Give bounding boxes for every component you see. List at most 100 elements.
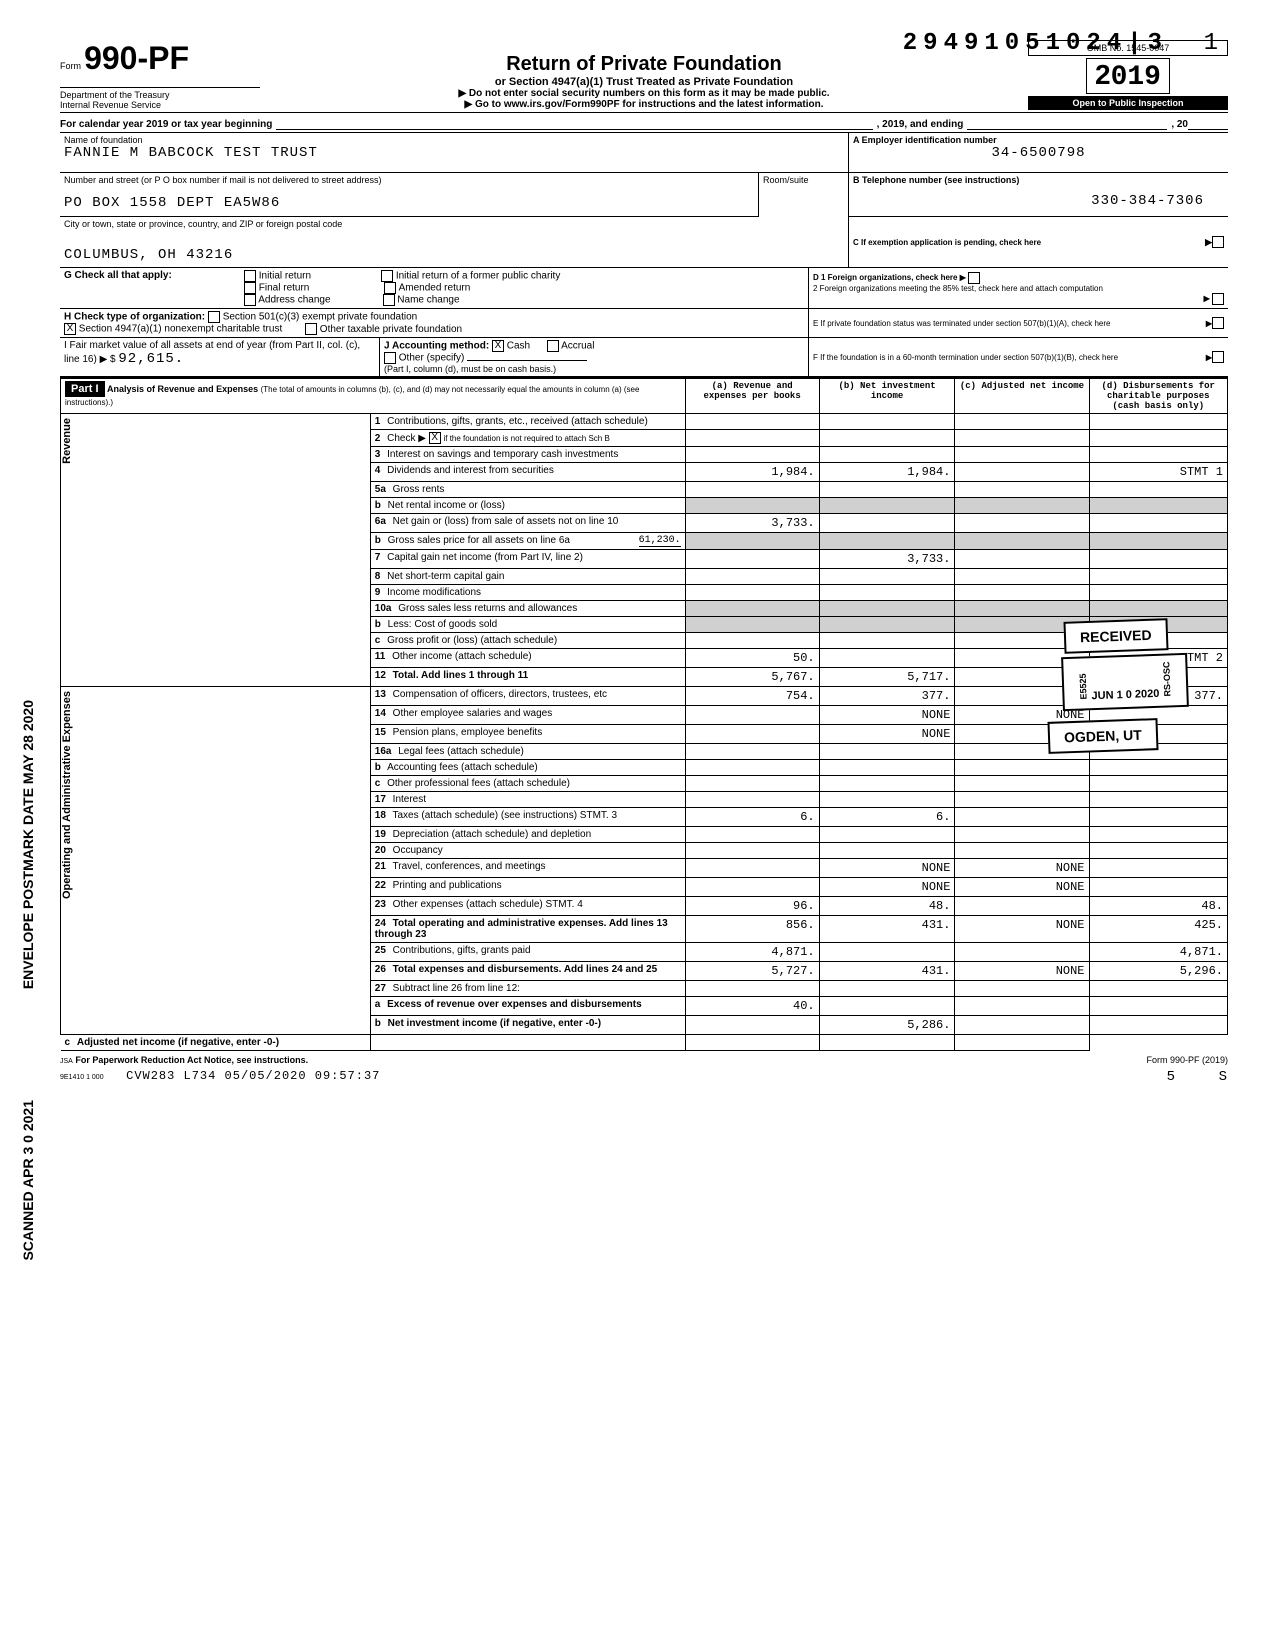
d2-checkbox[interactable] xyxy=(1212,293,1224,305)
room-suite-label: Room/suite xyxy=(763,175,844,185)
box-f-label: F If the foundation is in a 60-month ter… xyxy=(813,353,1206,362)
h-opt-4947: Section 4947(a)(1) nonexempt charitable … xyxy=(79,324,282,335)
j-accrual-label: Accrual xyxy=(561,341,594,352)
year-prefix: 2 xyxy=(1095,59,1111,90)
h-opt-other: Other taxable private foundation xyxy=(320,324,462,335)
exemption-checkbox[interactable] xyxy=(1212,236,1224,248)
g-opt-address: Address change xyxy=(258,295,330,306)
footer-row: JSA For Paperwork Reduction Act Notice, … xyxy=(60,1055,1228,1065)
form-number: 990-PF xyxy=(84,40,189,76)
part-i-header: Part I xyxy=(65,381,105,397)
foundation-name-label: Name of foundation xyxy=(64,135,844,145)
g-initial-checkbox[interactable] xyxy=(244,270,256,282)
year-digits: 019 xyxy=(1111,62,1161,93)
h-opt-501c3: Section 501(c)(3) exempt private foundat… xyxy=(223,312,418,323)
col-d-header: (d) Disbursements for charitable purpose… xyxy=(1089,379,1228,414)
box-d2-label: 2 Foreign organizations meeting the 85% … xyxy=(813,284,1224,293)
cal-year-suffix: , 20 xyxy=(1171,119,1188,130)
col-c-header: (c) Adjusted net income xyxy=(955,379,1089,414)
h-4947-checkbox[interactable]: X xyxy=(64,323,76,335)
footer-code: 9E1410 1 000 xyxy=(60,1074,104,1081)
g-opt-name: Name change xyxy=(397,295,459,306)
i-label: I Fair market value of all assets at end… xyxy=(64,340,360,365)
subtitle: or Section 4947(a)(1) Trust Treated as P… xyxy=(260,76,1028,88)
revenue-side-label: Revenue xyxy=(61,414,73,468)
top-barcode-number: 29491051024|3 xyxy=(903,30,1168,57)
title-box: Return of Private Foundation or Section … xyxy=(260,53,1028,110)
h-other-checkbox[interactable] xyxy=(305,323,317,335)
foundation-address: PO BOX 1558 DEPT EA5W86 xyxy=(64,195,754,211)
g-address-checkbox[interactable] xyxy=(244,294,256,306)
footer-right-2: S xyxy=(1219,1069,1228,1085)
e-checkbox[interactable] xyxy=(1212,317,1224,329)
arrow-icon: ▶ xyxy=(1205,237,1212,248)
g-initial-former-checkbox[interactable] xyxy=(381,270,393,282)
table-row: Operating and Administrative Expenses13 … xyxy=(61,687,1228,706)
footer-right-1: 5 xyxy=(1167,1069,1176,1085)
envelope-postmark-stamp: ENVELOPE POSTMARK DATE MAY 28 2020 xyxy=(20,700,36,989)
rec-code: E5525 xyxy=(1078,673,1089,699)
d1-checkbox[interactable] xyxy=(968,272,980,284)
part-i-title: Analysis of Revenue and Expenses xyxy=(107,384,258,394)
g-opt-amended: Amended return xyxy=(399,283,471,294)
foundation-info-grid: Name of foundation FANNIE M BABCOCK TEST… xyxy=(60,133,1228,268)
box-d1-label: D 1 Foreign organizations, check here xyxy=(813,273,957,282)
cal-year-mid: , 2019, and ending xyxy=(877,119,964,130)
g-label: G Check all that apply: xyxy=(64,270,244,306)
f-checkbox[interactable] xyxy=(1212,351,1224,363)
box-e-label: E If private foundation status was termi… xyxy=(813,319,1206,328)
phone-number: 330-384-7306 xyxy=(853,193,1224,209)
j-accrual-checkbox[interactable] xyxy=(547,340,559,352)
jsa-label: JSA xyxy=(60,1058,73,1065)
instr-ssn: ▶ Do not enter social security numbers o… xyxy=(260,88,1028,99)
j-note: (Part I, column (d), must be on cash bas… xyxy=(384,364,804,374)
cal-year-prefix: For calendar year 2019 or tax year begin… xyxy=(60,119,272,130)
instr-website: ▶ Go to www.irs.gov/Form990PF for instru… xyxy=(260,99,1028,110)
section-g-row: G Check all that apply: Initial return I… xyxy=(60,268,1228,309)
rec-date: JUN 1 0 2020 xyxy=(1091,688,1159,702)
h-label: H Check type of organization: xyxy=(64,312,205,323)
ein: 34-6500798 xyxy=(853,145,1224,161)
ogden-stamp: OGDEN, UT xyxy=(1048,718,1159,754)
tax-year: 2019 xyxy=(1086,58,1170,94)
dept-treasury: Department of the Treasury xyxy=(60,90,260,100)
g-final-checkbox[interactable] xyxy=(244,282,256,294)
col-b-header: (b) Net investment income xyxy=(819,379,955,414)
form-ref-footer: Form 990-PF (2019) xyxy=(1146,1055,1228,1065)
table-row: Revenue1 Contributions, gifts, grants, e… xyxy=(61,414,1228,430)
received-text: RECEIVED xyxy=(1080,627,1152,645)
g-opt-initial-former: Initial return of a former public charit… xyxy=(396,271,561,282)
footer-batch: CVW283 L734 05/05/2020 09:57:37 xyxy=(126,1069,380,1083)
address-label: Number and street (or P O box number if … xyxy=(64,175,754,185)
form-number-box: Form 990-PF Department of the Treasury I… xyxy=(60,40,260,110)
h-501c3-checkbox[interactable] xyxy=(208,311,220,323)
irs-label: Internal Revenue Service xyxy=(60,100,260,110)
footer-row-2: 9E1410 1 000 CVW283 L734 05/05/2020 09:5… xyxy=(60,1069,1228,1085)
col-a-header: (a) Revenue and expenses per books xyxy=(685,379,819,414)
g-name-checkbox[interactable] xyxy=(383,294,395,306)
form-label: Form xyxy=(60,61,81,71)
g-opt-initial: Initial return xyxy=(259,271,311,282)
open-inspection-label: Open to Public Inspection xyxy=(1028,96,1228,110)
box-c-label: C If exemption application is pending, c… xyxy=(853,238,1205,247)
section-i-j-row: I Fair market value of all assets at end… xyxy=(60,338,1228,378)
box-b-label: B Telephone number (see instructions) xyxy=(853,175,1224,185)
received-date-stamp: E5525 JUN 1 0 2020 RS-OSC xyxy=(1061,653,1189,711)
box-a-label: A Employer identification number xyxy=(853,135,1224,145)
j-other-checkbox[interactable] xyxy=(384,352,396,364)
received-stamp: RECEIVED xyxy=(1064,618,1169,654)
j-cash-checkbox[interactable]: X xyxy=(492,340,504,352)
j-label: J Accounting method: xyxy=(384,341,489,352)
foundation-city: COLUMBUS, OH 43216 xyxy=(64,247,844,263)
rec-suffix: RS-OSC xyxy=(1161,661,1172,696)
scanned-date-stamp: SCANNED APR 3 0 2021 xyxy=(20,1100,36,1261)
calendar-year-row: For calendar year 2019 or tax year begin… xyxy=(60,117,1228,133)
part-i-table: Part I Analysis of Revenue and Expenses … xyxy=(60,378,1228,1051)
section-h-row: H Check type of organization: Section 50… xyxy=(60,309,1228,338)
g-opt-final: Final return xyxy=(259,283,310,294)
g-amended-checkbox[interactable] xyxy=(384,282,396,294)
paperwork-notice: For Paperwork Reduction Act Notice, see … xyxy=(75,1055,308,1065)
page-number: 1 xyxy=(1204,30,1218,57)
foundation-name: FANNIE M BABCOCK TEST TRUST xyxy=(64,145,844,161)
table-row: c Adjusted net income (if negative, ente… xyxy=(61,1035,1228,1051)
